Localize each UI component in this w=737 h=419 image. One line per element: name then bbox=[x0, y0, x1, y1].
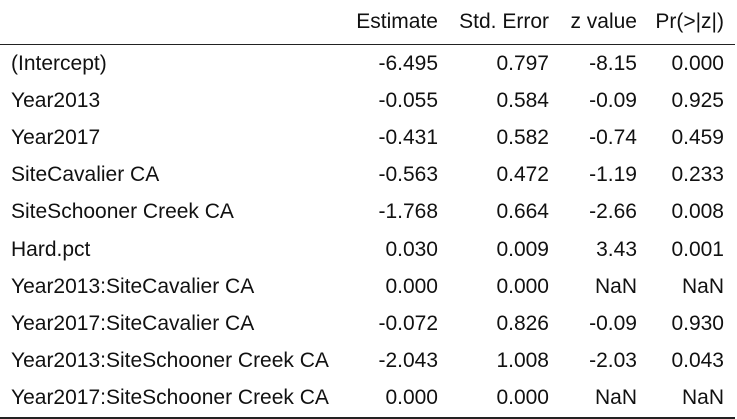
z-value-cell: -0.09 bbox=[589, 88, 637, 112]
p-value-cell: 0.930 bbox=[671, 311, 724, 335]
p-value-cell: 0.001 bbox=[671, 237, 724, 261]
std-error-cell: 0.000 bbox=[496, 274, 549, 298]
p-value-cell: 0.000 bbox=[671, 51, 724, 75]
table-row: (Intercept) -6.495 0.797 -8.15 0.000 bbox=[0, 45, 735, 83]
z-value-cell: -2.66 bbox=[589, 200, 637, 224]
table-row: Year2013:SiteCavalier CA 0.000 0.000 NaN NaN bbox=[0, 268, 735, 305]
table-body: (Intercept) -6.495 0.797 -8.15 0.000 Year2013… bbox=[0, 45, 735, 419]
header-term bbox=[0, 0, 341, 45]
estimate-cell: -6.495 bbox=[378, 51, 438, 75]
std-error-cell: 0.582 bbox=[496, 125, 549, 149]
p-value-cell: 0.233 bbox=[671, 163, 724, 187]
term-cell: Year2017:SiteSchooner Creek CA bbox=[0, 379, 341, 419]
std-error-cell: 1.008 bbox=[496, 349, 549, 373]
p-value-cell: 0.008 bbox=[671, 200, 724, 224]
p-value-cell: 0.925 bbox=[671, 88, 724, 112]
p-value-cell: NaN bbox=[681, 274, 724, 298]
header-std-error: Std. Error bbox=[438, 0, 549, 45]
z-value-cell: -2.03 bbox=[589, 349, 637, 373]
term-cell: Year2013 bbox=[11, 88, 101, 112]
z-value-cell: -0.74 bbox=[589, 125, 637, 149]
estimate-cell: 0.030 bbox=[385, 237, 438, 261]
header-row: Estimate Std. Error z value Pr(>|z|) bbox=[0, 0, 735, 45]
std-error-cell: 0.797 bbox=[496, 51, 549, 75]
term-cell: SiteSchooner Creek CA bbox=[11, 200, 234, 224]
estimate-cell: -0.563 bbox=[378, 163, 438, 187]
std-error-cell: 0.584 bbox=[496, 88, 549, 112]
table-row: Year2013:SiteSchooner Creek CA -2.043 1.00… bbox=[0, 343, 735, 380]
z-value-cell: -8.15 bbox=[589, 51, 637, 75]
z-value-cell: -1.19 bbox=[589, 163, 637, 187]
estimate-cell: 0.000 bbox=[385, 274, 438, 298]
std-error-cell: 0.000 bbox=[438, 379, 549, 419]
std-error-cell: 0.009 bbox=[496, 237, 549, 261]
z-value-cell: -0.09 bbox=[589, 311, 637, 335]
estimate-cell: -0.072 bbox=[378, 311, 438, 335]
term-cell: Year2013:SiteSchooner Creek CA bbox=[11, 349, 329, 373]
table-row: SiteSchooner Creek CA -1.768 0.664 -2.66 0.0… bbox=[0, 194, 735, 231]
p-value-cell: 0.459 bbox=[671, 125, 724, 149]
table-row: SiteCavalier CA -0.563 0.472 -1.19 0.233 bbox=[0, 157, 735, 194]
term-cell: Year2017 bbox=[11, 125, 101, 149]
p-value-cell: NaN bbox=[637, 379, 735, 419]
term-cell: Year2017:SiteCavalier CA bbox=[11, 311, 255, 335]
p-value-cell: 0.043 bbox=[671, 349, 724, 373]
table-row: Year2017:SiteCavalier CA -0.072 0.826 -0.09… bbox=[0, 305, 735, 342]
term-cell: Hard.pct bbox=[11, 237, 91, 261]
z-value-cell: NaN bbox=[549, 379, 637, 419]
z-value-cell: NaN bbox=[594, 274, 637, 298]
header-estimate: Estimate bbox=[341, 0, 438, 45]
header-z-value: z value bbox=[549, 0, 637, 45]
table-row: Hard.pct 0.030 0.009 3.43 0.001 bbox=[0, 231, 735, 268]
estimate-cell: -1.768 bbox=[378, 200, 438, 224]
std-error-cell: 0.664 bbox=[496, 200, 549, 224]
term-cell: Year2013:SiteCavalier CA bbox=[11, 274, 255, 298]
header-p-value: Pr(>|z|) bbox=[637, 0, 735, 45]
estimate-cell: -0.055 bbox=[378, 88, 438, 112]
table-row: Year2017 -0.431 0.582 -0.74 0.459 bbox=[0, 119, 735, 156]
estimate-cell: -0.431 bbox=[378, 125, 438, 149]
std-error-cell: 0.472 bbox=[496, 163, 549, 187]
term-cell: SiteCavalier CA bbox=[11, 163, 160, 187]
table-row: Year2013 -0.055 0.584 -0.09 0.925 bbox=[0, 82, 735, 119]
table-header: Estimate Std. Error z value Pr(>|z|) bbox=[0, 0, 735, 45]
estimate-cell: 0.000 bbox=[341, 379, 438, 419]
term-cell: (Intercept) bbox=[11, 51, 107, 75]
std-error-cell: 0.826 bbox=[496, 311, 549, 335]
estimate-cell: -2.043 bbox=[378, 349, 438, 373]
table-row: Year2017:SiteSchooner Creek CA 0.000 0.000… bbox=[0, 379, 735, 419]
z-value-cell: 3.43 bbox=[596, 237, 637, 261]
